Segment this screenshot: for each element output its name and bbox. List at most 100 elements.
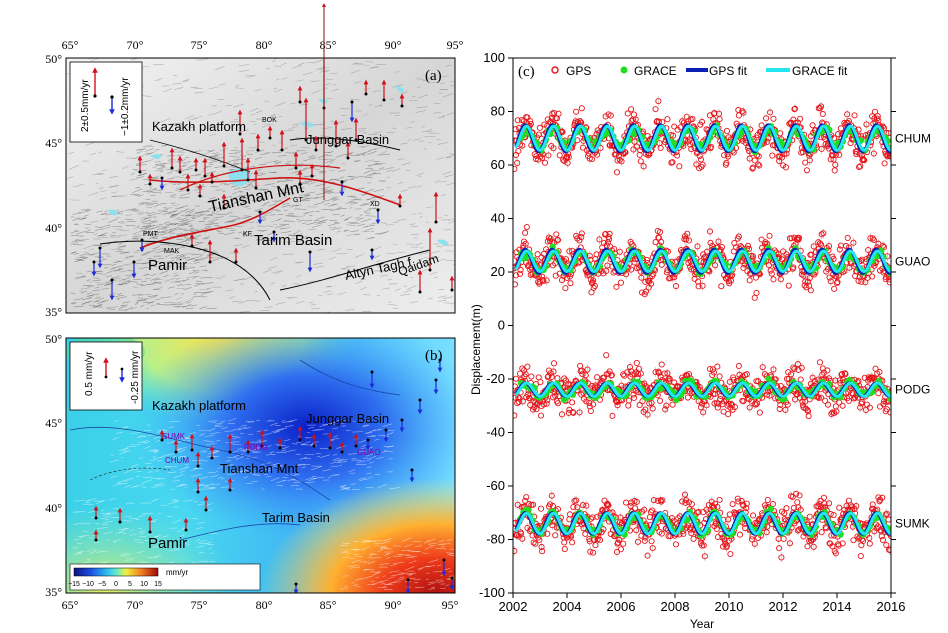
lon-tick: 80° (256, 598, 273, 612)
gps-point (818, 103, 825, 110)
label-tarim: Tarim Basin (254, 232, 332, 249)
gps-point (791, 105, 799, 112)
map-a-legend: 2±0.5mm/yr −1±0.2mm/yr (69, 61, 143, 143)
gps-point (708, 143, 715, 150)
gps-point (753, 289, 760, 296)
gps-point (740, 109, 747, 116)
gps-point (750, 253, 757, 260)
gps-point (534, 251, 541, 258)
legend-up-label: 2±0.5mm/yr (80, 79, 91, 132)
gps-site (312, 444, 316, 448)
gps-site (334, 144, 338, 148)
gps-point (832, 161, 839, 168)
gps-point (527, 118, 534, 125)
map-a-lon-ticks: 65° 70° 75° 80° 85° 90° 95° (62, 38, 464, 52)
label-mak: MAK (164, 248, 180, 255)
gps-point (762, 239, 769, 246)
gps-point (539, 273, 546, 280)
map-b-legend: 0.5 mm/yr -0.25 mm/yr (69, 341, 143, 411)
gps-point (622, 149, 629, 156)
gps-point (519, 142, 526, 149)
gps-point (576, 237, 583, 244)
gps-point (513, 165, 518, 173)
gps-point (759, 244, 766, 251)
gps-point (573, 108, 580, 115)
map-panel-b: 0.5 mm/yr -0.25 mm/yr (b) Kazakh platfor… (45, 332, 458, 612)
gps-point (562, 285, 569, 292)
gps-point (837, 125, 844, 132)
lon-tick: 95° (442, 598, 459, 612)
gps-site (258, 210, 262, 214)
gps-point (650, 271, 657, 278)
grace-fit-line (514, 124, 891, 152)
gps-point (777, 276, 784, 283)
gps-point (806, 275, 813, 282)
gps-point (723, 159, 730, 166)
gps-site (208, 260, 212, 264)
gps-point (611, 245, 618, 253)
gps-point (857, 163, 864, 170)
legend-grace-fit: GRACE fit (792, 64, 848, 78)
gps-point (844, 111, 851, 118)
gps-site (256, 148, 260, 152)
gps-point (810, 243, 817, 250)
gps-point (596, 236, 603, 243)
gps-site (384, 428, 388, 432)
gps-point (522, 371, 529, 378)
relief-hatching (66, 58, 455, 313)
y-tick-label: 60 (491, 157, 505, 172)
label-kf: KF (243, 231, 252, 238)
gps-point (672, 258, 679, 265)
gps-point (783, 150, 790, 157)
gps-point (831, 167, 838, 174)
lon-tick: 80° (256, 38, 273, 52)
gps-point (795, 234, 803, 241)
gps-point (674, 152, 681, 159)
gps-point (528, 373, 535, 380)
gps-site (340, 450, 344, 454)
lon-tick: 90° (385, 38, 402, 52)
gps-point (836, 246, 843, 253)
lon-tick: 75° (191, 598, 208, 612)
gps-point (715, 238, 722, 245)
gps-point (578, 234, 585, 241)
gps-point (805, 278, 812, 285)
gps-point (588, 156, 596, 163)
relief-hatching (70, 417, 455, 591)
gps-point (556, 152, 563, 159)
x-tick-label: 2006 (607, 599, 636, 614)
gps-point (803, 167, 810, 174)
gps-point (718, 283, 725, 290)
gps-site (186, 188, 190, 192)
gps-site (308, 250, 312, 254)
label-xd: XD (370, 201, 380, 208)
gps-point (767, 109, 774, 116)
gps-point (578, 105, 585, 112)
gps-site (298, 100, 302, 104)
gps-point (844, 234, 851, 241)
gps-point (770, 115, 777, 122)
gps-point (594, 151, 601, 158)
gps-point (613, 169, 621, 176)
y-tick-label: -80 (486, 532, 505, 547)
lakes (108, 86, 449, 246)
gps-point (519, 365, 526, 372)
gps-point (758, 122, 765, 129)
label-junggar: Junggar Basin (306, 411, 389, 426)
station-label-guao: GUAO (895, 254, 930, 268)
gps-point (809, 122, 816, 129)
gps-point (699, 282, 706, 289)
gps-site (148, 530, 152, 534)
gps-site (160, 438, 164, 442)
gps-point (647, 280, 655, 287)
gps-point (559, 128, 566, 136)
gps-site (246, 178, 250, 182)
gps-point (642, 288, 649, 295)
gps-site (370, 370, 374, 374)
gps-point (816, 105, 824, 112)
colorbar-tick: 0 (114, 581, 118, 588)
grace-point (630, 130, 637, 138)
gps-point (826, 274, 833, 281)
gps-point (539, 154, 546, 161)
